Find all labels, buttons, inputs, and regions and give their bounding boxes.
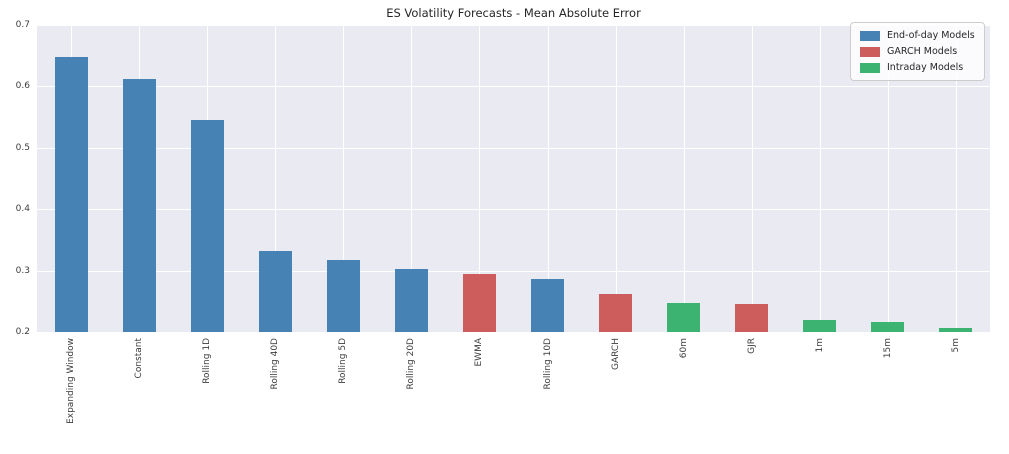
- gridline-h-0.3: [37, 271, 990, 272]
- gridline-v-3: [275, 25, 276, 332]
- legend-item-intraday-models: Intraday Models: [860, 62, 975, 73]
- y-tick-label-0.3: 0.3: [15, 266, 30, 276]
- y-tick-label-0.7: 0.7: [15, 20, 30, 30]
- x-tick-label-rolling-20d: Rolling 20D: [406, 338, 416, 390]
- chart-title: ES Volatility Forecasts - Mean Absolute …: [386, 6, 641, 20]
- bar-rolling-20d: [395, 269, 428, 332]
- legend-label: Intraday Models: [887, 62, 964, 73]
- bar-60m: [667, 303, 700, 332]
- bar-gjr: [735, 304, 768, 332]
- bar-expanding-window: [55, 57, 88, 332]
- bar-garch: [599, 294, 632, 332]
- x-tick-label-60m: 60m: [679, 338, 689, 359]
- bar-constant: [123, 79, 156, 332]
- gridline-v-11: [820, 25, 821, 332]
- x-tick-label-rolling-1d: Rolling 1D: [202, 338, 212, 384]
- gridline-h-0.4: [37, 209, 990, 210]
- gridline-h-0.2: [37, 332, 990, 333]
- bar-ewma: [463, 274, 496, 332]
- x-tick-label-constant: Constant: [134, 338, 144, 379]
- x-tick-label-ewma: EWMA: [474, 338, 484, 367]
- gridline-v-8: [616, 25, 617, 332]
- x-tick-label-1m: 1m: [815, 338, 825, 353]
- bar-1m: [803, 320, 836, 332]
- bar-rolling-40d: [259, 251, 292, 332]
- legend-item-end-of-day-models: End-of-day Models: [860, 30, 975, 41]
- y-tick-label-0.5: 0.5: [15, 143, 30, 153]
- gridline-v-6: [479, 25, 480, 332]
- legend: End-of-day Models GARCH Models Intraday Mo…: [850, 22, 985, 81]
- gridline-v-4: [343, 25, 344, 332]
- y-tick-label-0.6: 0.6: [15, 81, 30, 91]
- x-tick-label-rolling-40d: Rolling 40D: [270, 338, 280, 390]
- legend-item-garch-models: GARCH Models: [860, 46, 975, 57]
- gridline-v-9: [684, 25, 685, 332]
- gridline-v-12: [888, 25, 889, 332]
- bar-rolling-1d: [191, 120, 224, 332]
- bar-rolling-10d: [531, 279, 564, 332]
- x-tick-label-rolling-10d: Rolling 10D: [543, 338, 553, 390]
- x-tick-label-15m: 15m: [883, 338, 893, 359]
- x-tick-label-5m: 5m: [951, 338, 961, 353]
- bar-5m: [939, 328, 972, 332]
- x-tick-label-rolling-5d: Rolling 5D: [338, 338, 348, 384]
- gridline-h-0.7: [37, 25, 990, 26]
- legend-swatch-icon: [860, 62, 880, 73]
- legend-label: GARCH Models: [887, 46, 958, 57]
- x-tick-label-expanding-window: Expanding Window: [66, 338, 76, 424]
- x-tick-label-gjr: GJR: [747, 338, 757, 354]
- y-tick-label-0.4: 0.4: [15, 204, 30, 214]
- gridline-v-5: [411, 25, 412, 332]
- legend-swatch-icon: [860, 30, 880, 41]
- plot-area: [37, 25, 990, 333]
- bar-15m: [871, 322, 904, 332]
- gridline-h-0.6: [37, 86, 990, 87]
- legend-swatch-icon: [860, 46, 880, 57]
- bar-rolling-5d: [327, 260, 360, 332]
- gridline-v-7: [548, 25, 549, 332]
- legend-label: End-of-day Models: [887, 30, 975, 41]
- gridline-v-10: [752, 25, 753, 332]
- gridline-h-0.5: [37, 148, 990, 149]
- y-tick-label-0.2: 0.2: [15, 327, 30, 337]
- x-tick-label-garch: GARCH: [611, 338, 621, 370]
- gridline-v-13: [956, 25, 957, 332]
